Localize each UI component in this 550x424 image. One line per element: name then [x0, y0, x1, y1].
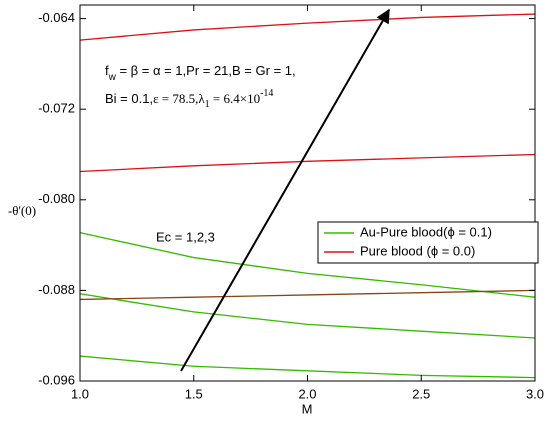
- series-line: [79, 289, 536, 301]
- x-tick-label: 2.5: [412, 386, 430, 401]
- series-line: [79, 232, 536, 298]
- legend-box: [317, 221, 539, 264]
- x-tick-label: 2.0: [298, 386, 316, 401]
- y-tick-label: -0.072: [38, 101, 75, 116]
- arrow: [180, 8, 390, 372]
- series-line: [79, 13, 536, 41]
- x-tick-label: 1.0: [71, 386, 89, 401]
- annotation: fw = β = α = 1,Pr = 21,B = Gr = 1,: [105, 63, 296, 82]
- annotation-part: f: [105, 63, 109, 78]
- y-axis-label: -θ'(0): [8, 203, 36, 218]
- y-tick-label: -0.096: [38, 372, 75, 387]
- legend-label: Au-Pure blood(ϕ = 0.1): [360, 224, 492, 239]
- annotation: Ec = 1,2,3: [156, 229, 215, 244]
- annotation-part: w: [108, 72, 117, 83]
- x-tick-label: 1.5: [185, 386, 203, 401]
- series-line: [79, 293, 536, 339]
- x-axis-label: M: [302, 401, 313, 416]
- annotation-part: = 6.4×10: [210, 91, 260, 106]
- y-tick-label: -0.088: [38, 282, 75, 297]
- annotation-part: 1: [205, 99, 210, 110]
- series-line: [79, 153, 536, 173]
- y-tick-label: -0.064: [38, 10, 75, 25]
- annotation-part: = β = α = 1,Pr = 21,B = Gr = 1,: [116, 63, 296, 78]
- annotation-part: Bi = 0.1,: [105, 91, 153, 106]
- annotation-part: -14: [260, 88, 273, 99]
- annotation-part: ε = 78.5,λ: [153, 91, 205, 106]
- x-tick-label: 3.0: [526, 386, 544, 401]
- y-tick-label: -0.080: [38, 191, 75, 206]
- series-line: [79, 355, 536, 379]
- legend-label: Pure blood (ϕ = 0.0): [360, 243, 475, 258]
- annotation: Bi = 0.1,ε = 78.5,λ1 = 6.4×10-14: [105, 88, 273, 110]
